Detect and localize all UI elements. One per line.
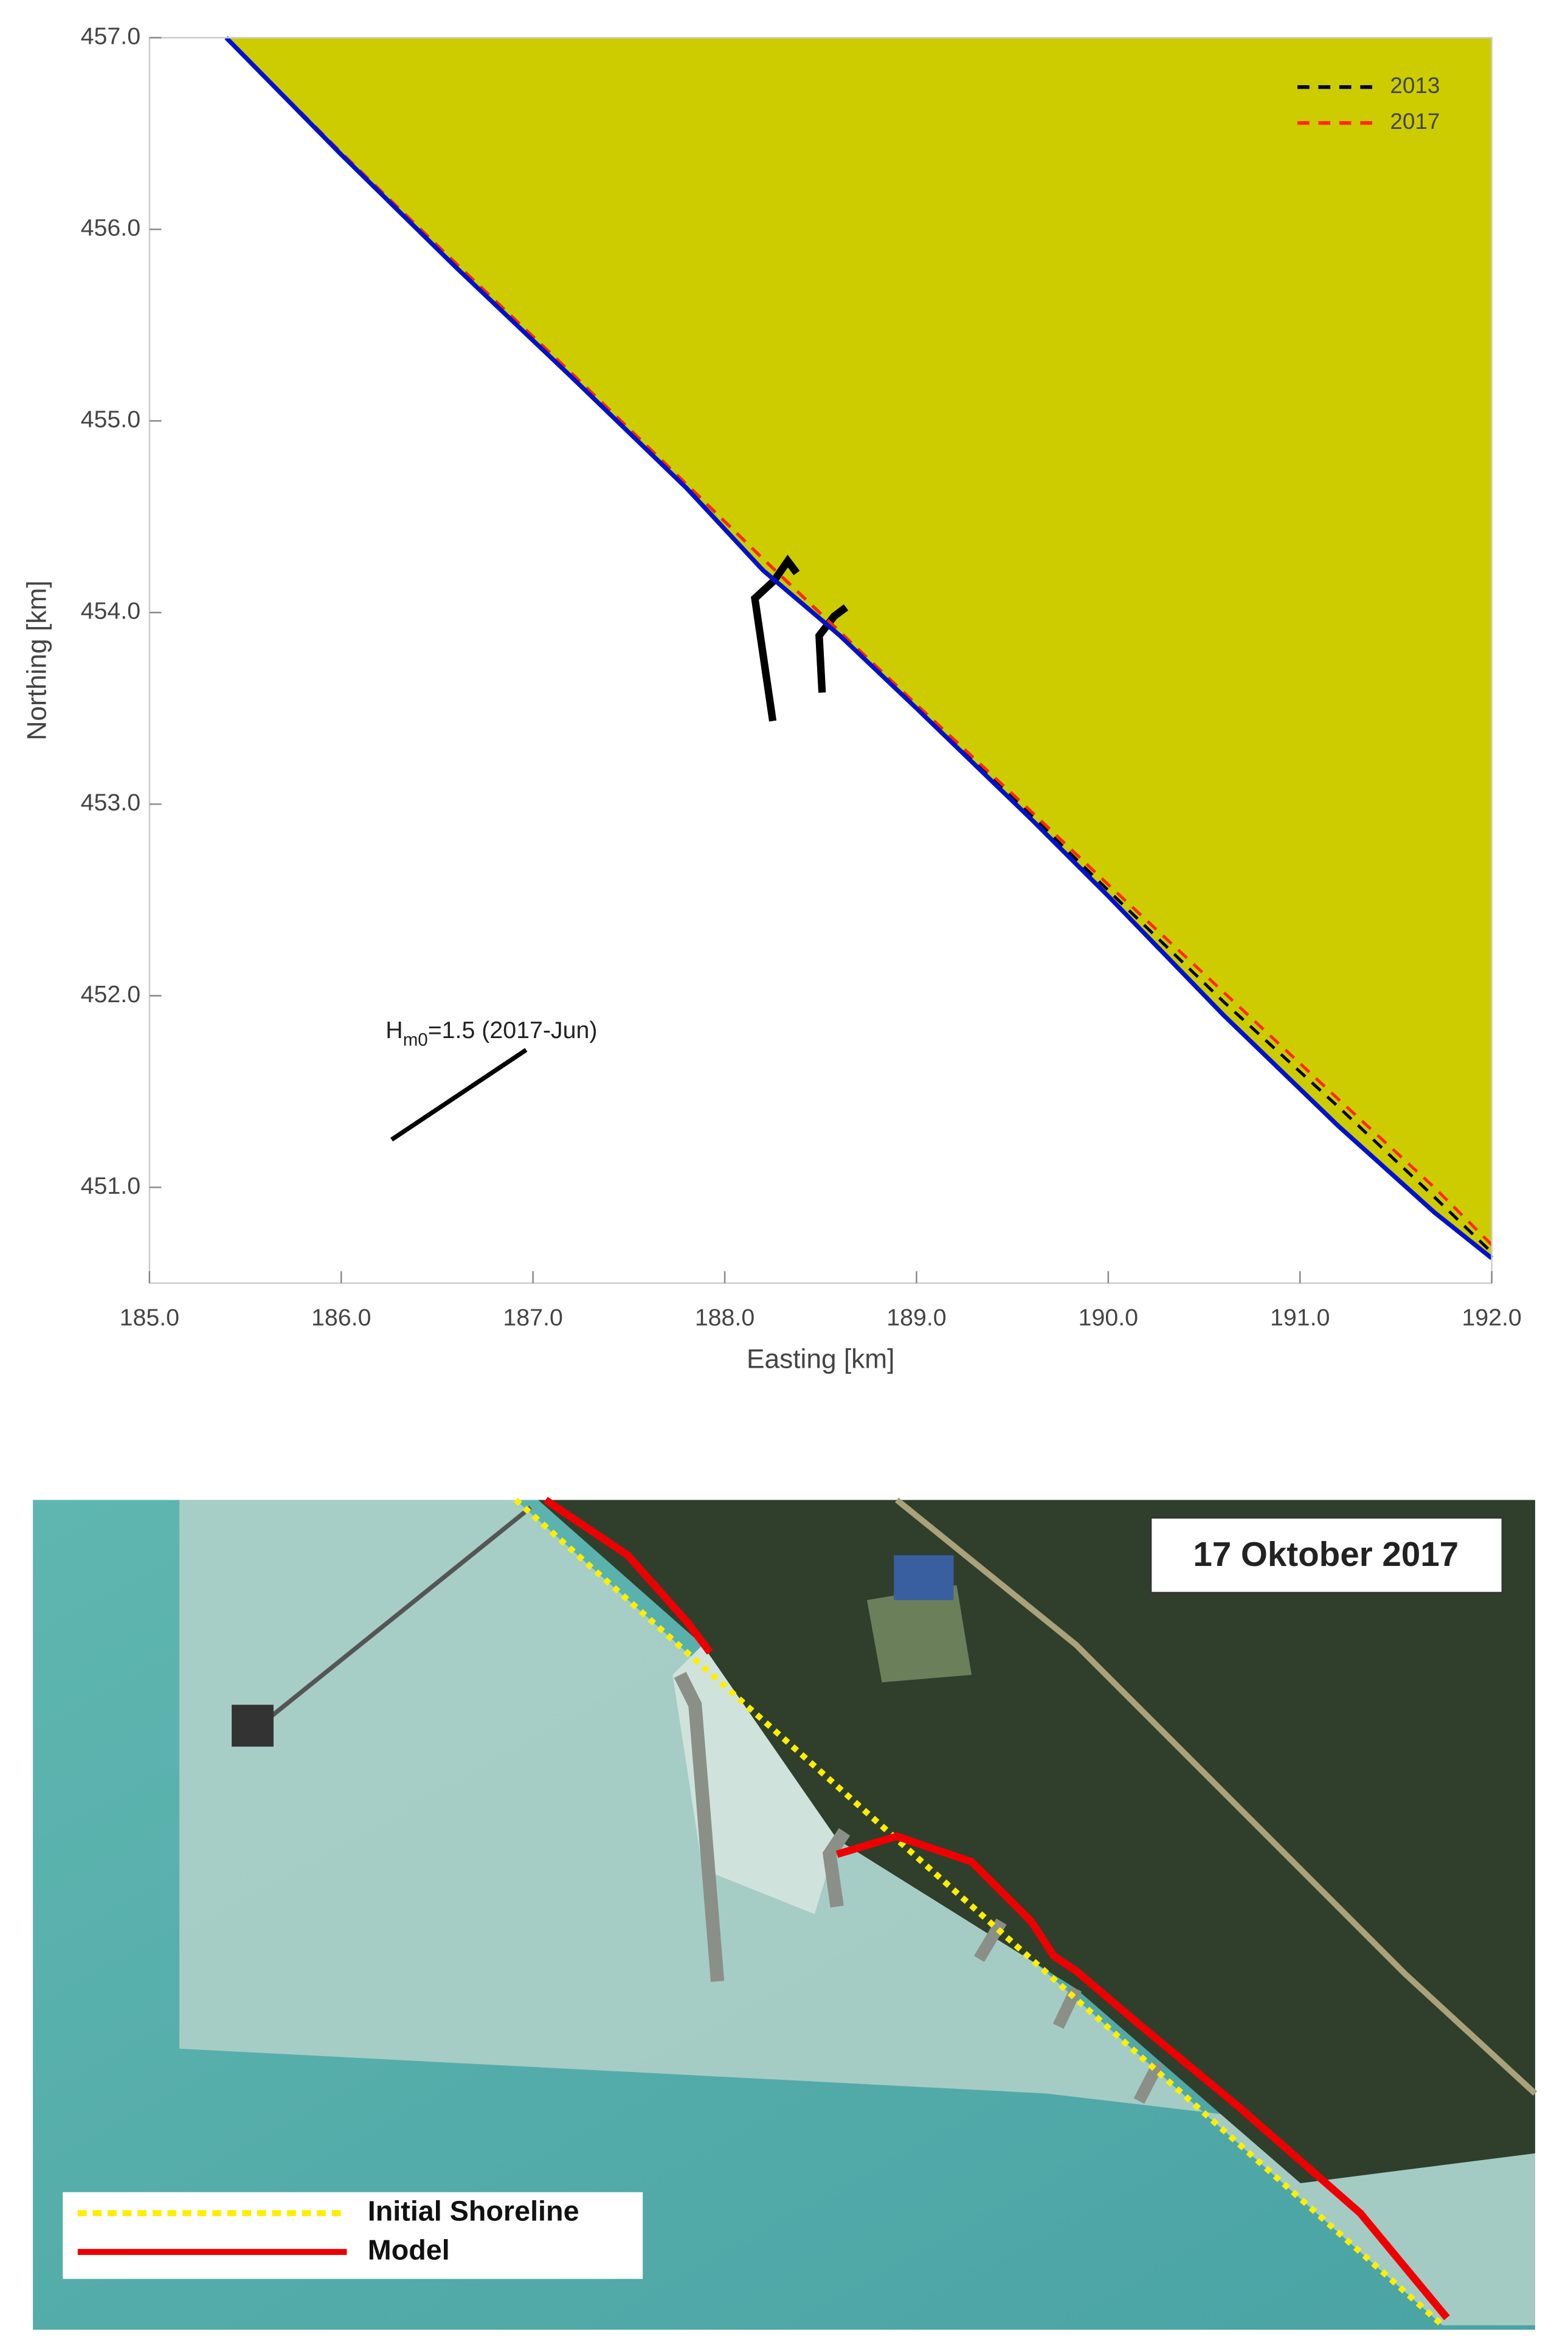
legend-box <box>63 2192 643 2279</box>
field <box>866 1585 972 1683</box>
breakwater <box>822 1828 851 1908</box>
axes-frame <box>148 36 1493 1284</box>
x-tick-label: 192.0 <box>1462 1304 1521 1331</box>
x-tick-label: 185.0 <box>120 1304 179 1331</box>
annotation-part: =1.5 (2017-Jun) <box>428 1017 598 1044</box>
pier <box>238 1505 533 1744</box>
model-shoreline <box>543 1497 1450 2321</box>
shoreline-line <box>225 36 1493 1246</box>
legend-label: 2013 <box>1390 73 1440 98</box>
date-box <box>1150 1517 1504 1594</box>
wave-direction <box>390 1048 528 1142</box>
x-tick-label: 187.0 <box>503 1304 562 1331</box>
harbor <box>672 1644 837 1914</box>
x-tick-label: 189.0 <box>886 1304 946 1331</box>
y-tick-label: 456.0 <box>81 214 140 241</box>
surf-zone <box>179 1500 1535 2325</box>
x-tick-label: 191.0 <box>1270 1304 1330 1331</box>
building <box>894 1555 954 1601</box>
groyne <box>973 1918 1007 1962</box>
initial-shoreline <box>513 1497 1445 2328</box>
annotation: Hm0=1.5 (2017-Jun) <box>385 1017 597 1050</box>
annotation-part: H <box>385 1017 402 1044</box>
breakwater <box>674 1672 725 1983</box>
y-tick-label: 455.0 <box>81 406 140 433</box>
date-label: 17 Oktober 2017 <box>1193 1535 1459 1573</box>
y-tick-label: 452.0 <box>81 981 140 1008</box>
y-tick-label: 453.0 <box>81 789 140 816</box>
legend-label: 2017 <box>1390 109 1440 134</box>
land <box>538 1500 1535 2184</box>
y-tick-label: 457.0 <box>81 23 140 49</box>
legend-label: Initial Shoreline <box>368 2195 579 2227</box>
x-tick-label: 190.0 <box>1079 1304 1138 1331</box>
y-tick-label: 454.0 <box>81 598 140 625</box>
pier-head <box>232 1705 274 1747</box>
road <box>895 1497 1538 2096</box>
shoreline-plot: 185.0 186.0 187.0 188.0 189.0 190.0 191.0 192.0… <box>22 23 1522 1374</box>
annotation-part: m0 <box>403 1030 428 1050</box>
x-tick-label: 188.0 <box>695 1304 755 1331</box>
x-axis-label: Easting [km] <box>747 1345 894 1374</box>
groyne <box>1133 2060 1164 2104</box>
satellite-panel: 17 Oktober 2017 Initial Shoreline Model <box>33 1497 1538 2330</box>
y-axis-label: Northing [km] <box>22 580 52 740</box>
y-tick-label: 451.0 <box>81 1172 140 1199</box>
x-tick-label: 186.0 <box>311 1304 371 1331</box>
shoreline-line <box>224 36 1493 1260</box>
legend-label: Model <box>368 2234 450 2265</box>
